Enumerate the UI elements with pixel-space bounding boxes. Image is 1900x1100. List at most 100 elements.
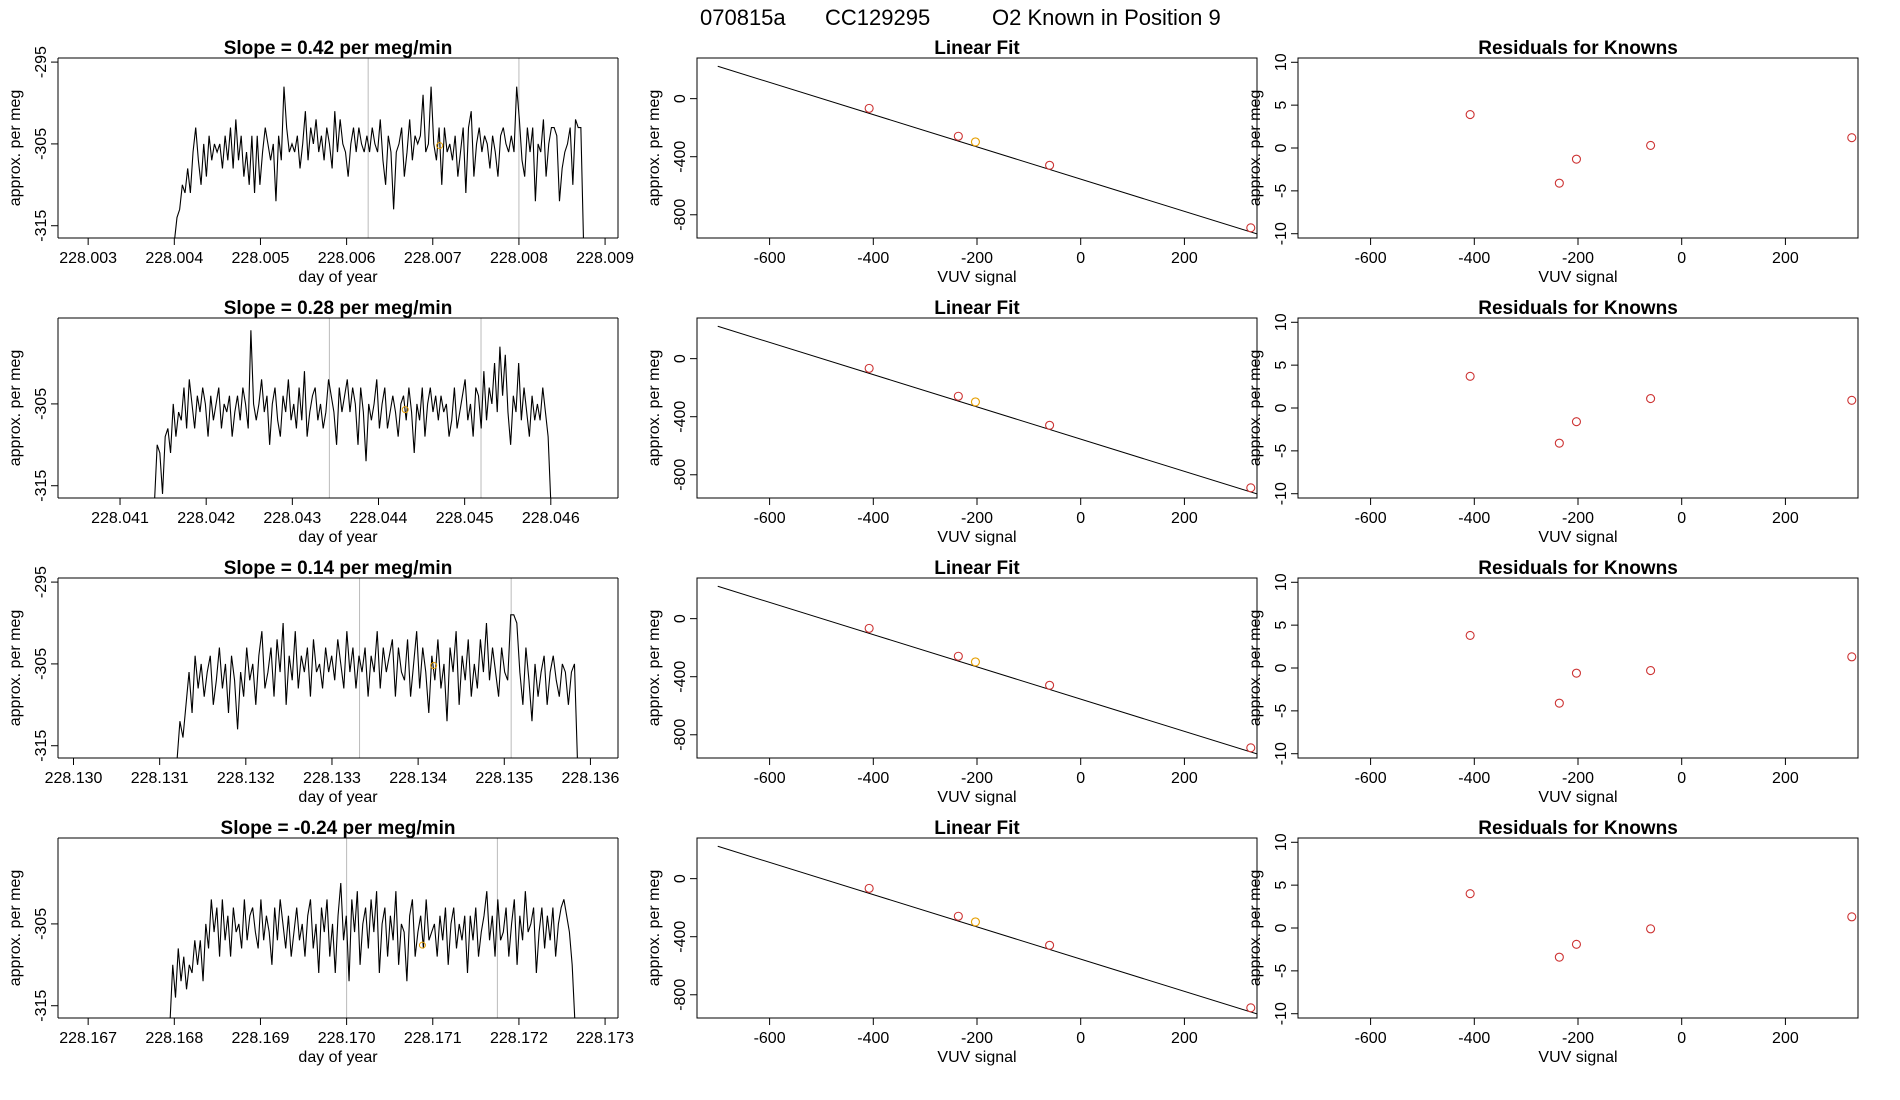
x-tick-label: 228.171 <box>404 1030 462 1047</box>
data-point <box>1646 394 1656 404</box>
fit-line <box>717 65 1257 235</box>
data-point <box>1571 668 1581 678</box>
y-tick-label: 0 <box>1273 143 1290 152</box>
plot-area <box>176 578 578 758</box>
x-tick-label: 200 <box>1171 1030 1198 1047</box>
x-tick-label: 0 <box>1677 250 1686 267</box>
y-axis-label: approx. per meg <box>646 350 663 467</box>
x-tick-label: -600 <box>754 250 786 267</box>
x-tick-label: -600 <box>1355 1030 1387 1047</box>
panel-title: Slope = -0.24 per meg/min <box>221 818 456 839</box>
x-tick-label: 228.042 <box>177 510 235 527</box>
series-line <box>154 330 552 498</box>
x-tick-label: -600 <box>1355 250 1387 267</box>
y-tick-label: -315 <box>33 990 50 1022</box>
y-tick-label: 5 <box>1273 881 1290 890</box>
plot-area <box>717 65 1257 235</box>
panel-title: Residuals for Knowns <box>1478 558 1678 579</box>
panel-1-1: Slope = 0.42 per meg/min 228.003 228.004 22… <box>7 38 634 286</box>
x-axis-label: day of year <box>298 789 378 806</box>
x-tick-label: -200 <box>1562 510 1594 527</box>
data-point <box>864 623 874 633</box>
y-tick-label: -5 <box>1273 444 1290 458</box>
y-axis-label: approx. per meg <box>1247 350 1264 467</box>
plot-frame <box>1297 57 1859 239</box>
x-tick-label: 228.133 <box>303 770 361 787</box>
data-point <box>970 397 980 407</box>
data-point <box>1847 652 1857 662</box>
y-tick-label: 0 <box>672 614 689 623</box>
plot-frame <box>1297 577 1859 759</box>
x-tick-label: -600 <box>1355 770 1387 787</box>
panel-3-1: Slope = 0.14 per meg/min 228.130 228.131 22… <box>7 558 619 806</box>
y-tick-label: 0 <box>672 874 689 883</box>
plot-area <box>1465 110 1857 188</box>
x-tick-label: 228.168 <box>145 1030 203 1047</box>
x-tick-label: 228.041 <box>91 510 149 527</box>
x-tick-label: 228.134 <box>389 770 447 787</box>
x-tick-label: 0 <box>1076 510 1085 527</box>
data-point <box>1646 140 1656 150</box>
y-tick-label: -10 <box>1273 742 1290 765</box>
x-tick-label: 228.135 <box>475 770 533 787</box>
x-tick-label: -600 <box>754 510 786 527</box>
data-point-highlight <box>401 406 409 414</box>
x-tick-label: 200 <box>1772 510 1799 527</box>
plot-area <box>1465 630 1857 708</box>
x-axis-label: VUV signal <box>1538 789 1617 806</box>
data-point-highlight <box>418 941 426 949</box>
data-point <box>1571 939 1581 949</box>
x-tick-label: 228.007 <box>404 250 462 267</box>
plot-area <box>717 325 1257 495</box>
x-axis-label: VUV signal <box>937 529 1016 546</box>
x-axis-label: day of year <box>298 529 378 546</box>
x-tick-label: 228.167 <box>59 1030 117 1047</box>
x-tick-label: 228.172 <box>490 1030 548 1047</box>
y-tick-label: 0 <box>1273 403 1290 412</box>
x-tick-label: -200 <box>1562 1030 1594 1047</box>
panel-title: Residuals for Knowns <box>1478 298 1678 319</box>
plot-frame <box>696 577 1258 759</box>
y-tick-label: 10 <box>1273 53 1290 71</box>
x-tick-label: 200 <box>1171 510 1198 527</box>
x-tick-label: -400 <box>1458 510 1490 527</box>
y-tick-label: -800 <box>672 199 689 231</box>
x-tick-label: 228.132 <box>217 770 275 787</box>
y-axis-label: approx. per meg <box>1247 90 1264 207</box>
x-tick-label: -400 <box>1458 250 1490 267</box>
data-point <box>1554 178 1564 188</box>
panel-title: Linear Fit <box>934 818 1020 839</box>
y-tick-label: -295 <box>33 566 50 598</box>
y-tick-label: -400 <box>672 921 689 953</box>
data-point <box>1465 110 1475 120</box>
x-tick-label: 228.046 <box>522 510 580 527</box>
panel-1-2: Linear Fit -600 -400 -200 0 200 0 -400 -800 VUV s… <box>646 38 1258 286</box>
x-tick-label: 228.005 <box>232 250 290 267</box>
x-axis-label: VUV signal <box>1538 529 1617 546</box>
x-axis-label: VUV signal <box>937 269 1016 286</box>
fit-line <box>717 585 1257 755</box>
x-tick-label: 200 <box>1772 1030 1799 1047</box>
figure-title-position: O2 Known in Position 9 <box>992 5 1221 30</box>
data-point <box>970 137 980 147</box>
y-tick-label: -305 <box>33 648 50 680</box>
y-tick-label: 0 <box>672 94 689 103</box>
y-tick-label: -5 <box>1273 184 1290 198</box>
data-point <box>953 131 963 141</box>
data-point <box>1554 438 1564 448</box>
x-axis-label: day of year <box>298 1049 378 1066</box>
panel-title: Linear Fit <box>934 558 1020 579</box>
data-point <box>1246 1003 1256 1013</box>
y-axis-label: approx. per meg <box>7 90 24 207</box>
x-tick-label: 228.043 <box>263 510 321 527</box>
y-axis-label: approx. per meg <box>7 350 24 467</box>
y-tick-label: -315 <box>33 730 50 762</box>
y-tick-label: -10 <box>1273 222 1290 245</box>
figure-title-tank-id: CC129295 <box>825 5 930 30</box>
data-point <box>1246 223 1256 233</box>
data-point <box>1045 160 1055 170</box>
data-point <box>1045 420 1055 430</box>
plot-frame <box>696 57 1258 239</box>
plot-frame <box>696 317 1258 499</box>
x-axis-label: day of year <box>298 269 378 286</box>
